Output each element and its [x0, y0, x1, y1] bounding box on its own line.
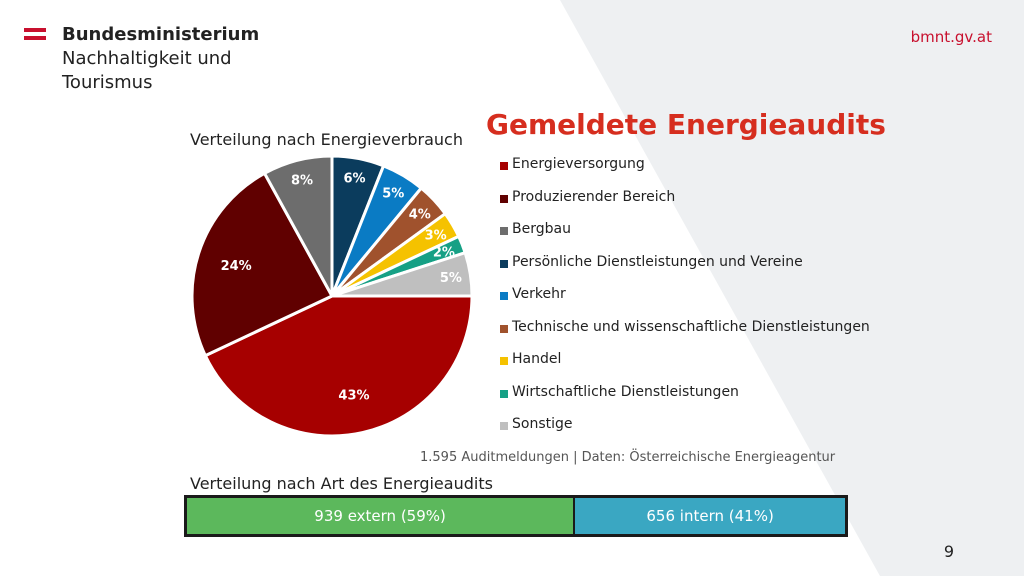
bar-segment-1: 656 intern (41%)	[573, 498, 845, 534]
legend-label-6: Handel	[512, 351, 562, 367]
audit-type-bar: 939 extern (59%) 656 intern (41%)	[184, 495, 848, 537]
pie-slice-label-2: 8%	[291, 173, 313, 188]
legend-swatch-1	[500, 194, 508, 203]
legend-swatch-3	[500, 259, 508, 268]
org-name-line-1: Bundesministerium	[62, 24, 260, 45]
legend-label-4: Verkehr	[512, 286, 566, 302]
bar-segment-0: 939 extern (59%)	[187, 498, 574, 534]
data-source-note: 1.595 Auditmeldungen | Daten: Österreich…	[420, 450, 836, 465]
pie-slice-label-6: 3%	[425, 229, 447, 244]
legend-label-2: Bergbau	[512, 221, 571, 237]
bar-chart-title: Verteilung nach Art des Energieaudits	[190, 474, 493, 493]
austria-flag-icon	[24, 28, 46, 42]
legend-swatch-7	[500, 389, 508, 398]
legend-swatch-0	[500, 162, 508, 170]
website-link[interactable]: bmnt.gv.at	[910, 28, 992, 46]
slide-title: Gemeldete Energieaudits	[486, 108, 886, 141]
legend-swatch-2	[500, 227, 508, 235]
legend-label-0: Energieversorgung	[512, 156, 645, 172]
org-name-line-3: Tourismus	[62, 72, 153, 93]
legend-swatch-4	[500, 292, 508, 300]
legend-label-1: Produzierender Bereich	[512, 188, 676, 205]
page-number: 9	[943, 542, 954, 561]
pie-slice-label-1: 24%	[221, 259, 252, 274]
pie-slice-0	[203, 294, 474, 438]
pie-chart: 43%24%8% 6%5%4%3%2%5%	[190, 154, 474, 438]
legend-swatch-8	[500, 422, 508, 430]
pie-slice-8	[331, 250, 474, 298]
pie-slice-label-3: 6%	[344, 172, 366, 187]
pie-slice-label-0: 43%	[338, 388, 369, 403]
pie-slice-label-8: 5%	[440, 271, 462, 286]
pie-slice-label-4: 5%	[382, 186, 404, 201]
org-name-line-2: Nachhaltigkeit und	[62, 48, 232, 69]
pie-chart-title: Verteilung nach Energieverbrauch	[190, 130, 463, 149]
legend-label-5: Technische und wissenschaftliche Dienstl…	[512, 318, 870, 335]
legend-swatch-5	[500, 324, 508, 333]
legend-label-7: Wirtschaftliche Dienstleistungen	[512, 383, 739, 400]
pie-slice-label-5: 4%	[409, 208, 431, 223]
legend-swatch-6	[500, 357, 508, 365]
pie-slice-1	[190, 171, 335, 358]
legend-label-8: Sonstige	[512, 416, 573, 432]
legend-label-3: Persönliche Dienstleistungen und Vereine	[512, 253, 803, 270]
